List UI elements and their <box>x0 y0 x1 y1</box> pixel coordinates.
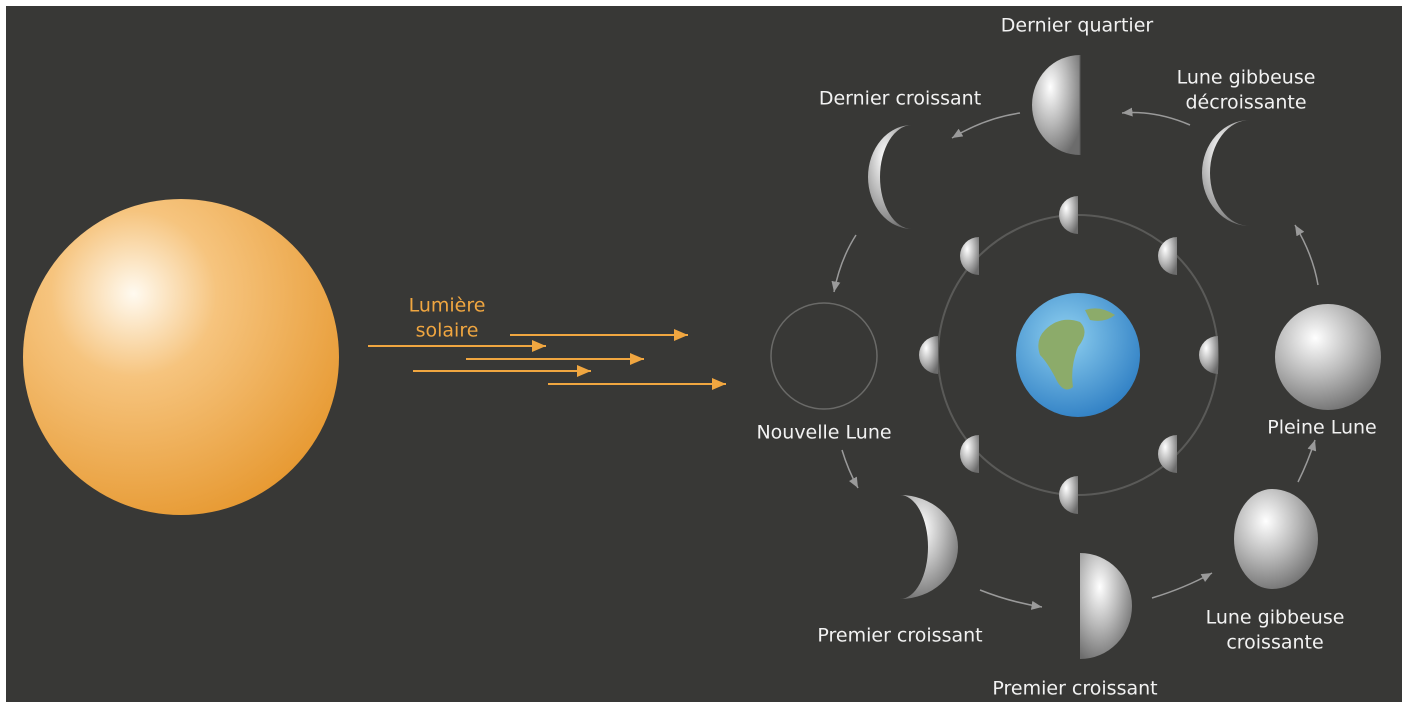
phase-label: Dernier croissant <box>819 88 981 110</box>
phase-label: Premier croissant <box>992 678 1157 700</box>
phase-label: Lune gibbeuse <box>1177 67 1316 89</box>
moon-new <box>770 302 878 410</box>
moon-full <box>1275 304 1381 410</box>
continents <box>1038 308 1115 390</box>
small-moon <box>1059 196 1078 234</box>
moon-waxing-crescent <box>900 495 958 599</box>
small-moon <box>919 336 938 374</box>
light-label: Lumière <box>409 295 486 317</box>
moon-waxing-gibbous <box>1234 489 1318 589</box>
small-moon <box>960 237 980 276</box>
small-moon <box>1158 237 1177 276</box>
labels: Lumière solaire Dernier quartier Lune gi… <box>409 15 1377 700</box>
light-rays <box>368 329 726 390</box>
small-moon <box>1059 476 1078 514</box>
sun <box>23 199 339 515</box>
phase-label: Premier croissant <box>817 625 982 647</box>
small-moon <box>1199 336 1218 374</box>
phase-label: croissante <box>1226 632 1323 654</box>
orbit-arrows <box>831 107 1319 610</box>
moon-first-quarter <box>1080 553 1132 659</box>
phase-label: Lune gibbeuse <box>1206 607 1345 629</box>
phase-label: Nouvelle Lune <box>756 422 891 444</box>
small-moons <box>919 196 1218 514</box>
moon-last-quarter <box>1032 55 1080 155</box>
small-moon <box>960 434 980 473</box>
moon-waning-gibbous <box>1202 120 1250 226</box>
moon-waning-crescent <box>868 125 912 229</box>
light-label: solaire <box>416 320 479 342</box>
earth <box>1016 293 1140 417</box>
phase-label: décroissante <box>1185 92 1306 114</box>
phase-label: Dernier quartier <box>1001 15 1154 37</box>
phase-label: Pleine Lune <box>1267 417 1377 439</box>
small-moon <box>1157 434 1177 473</box>
